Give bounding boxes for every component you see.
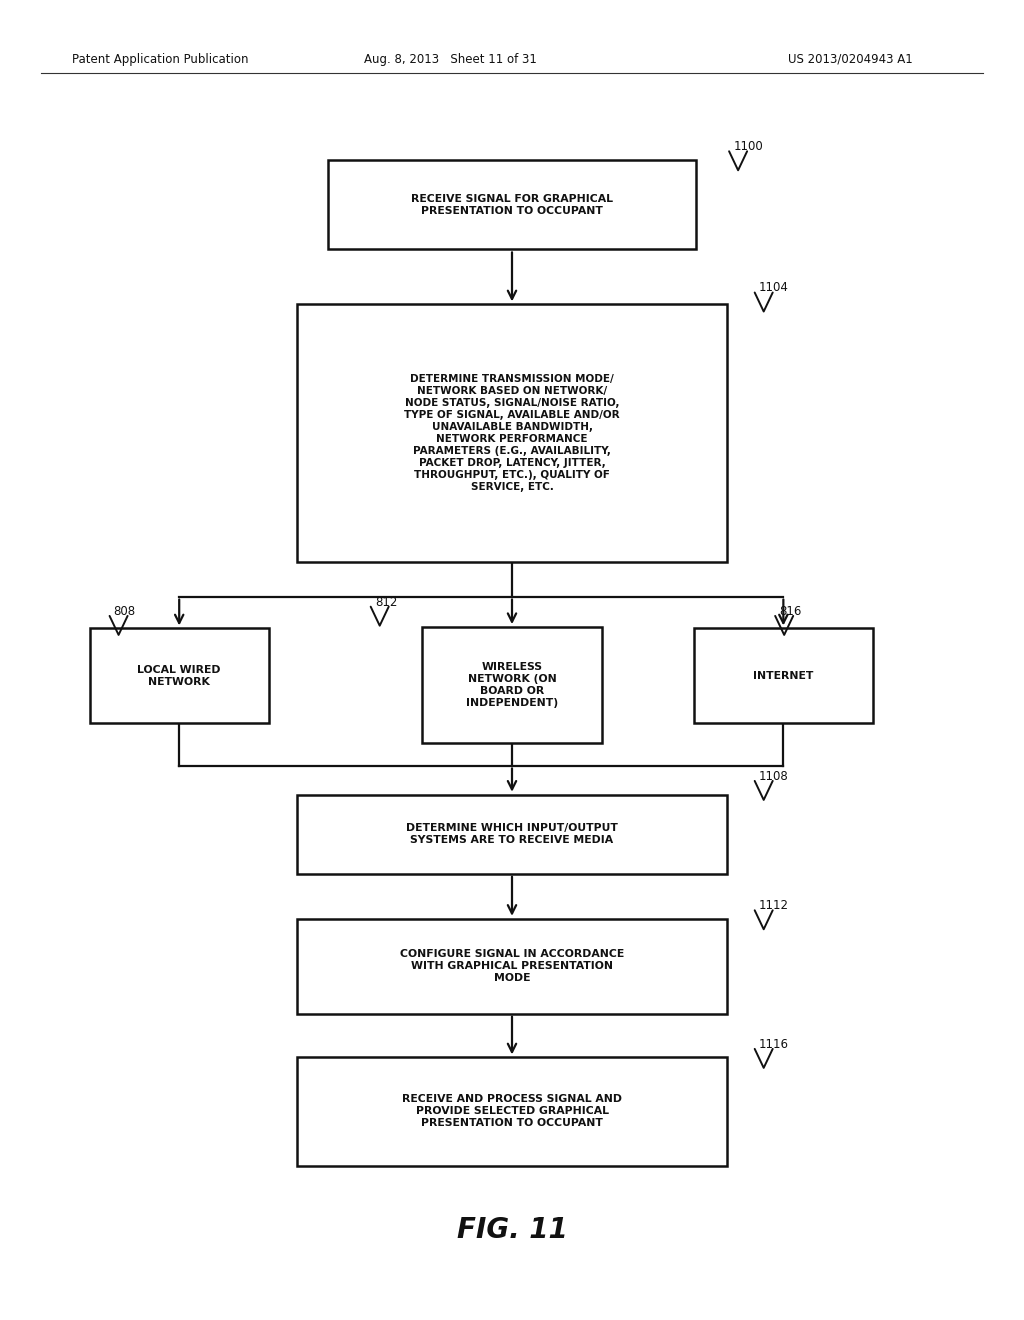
- Text: Aug. 8, 2013   Sheet 11 of 31: Aug. 8, 2013 Sheet 11 of 31: [365, 53, 537, 66]
- Text: CONFIGURE SIGNAL IN ACCORDANCE
WITH GRAPHICAL PRESENTATION
MODE: CONFIGURE SIGNAL IN ACCORDANCE WITH GRAP…: [400, 949, 624, 983]
- Text: 816: 816: [779, 605, 802, 618]
- Text: DETERMINE WHICH INPUT/OUTPUT
SYSTEMS ARE TO RECEIVE MEDIA: DETERMINE WHICH INPUT/OUTPUT SYSTEMS ARE…: [407, 824, 617, 845]
- Text: 1104: 1104: [759, 281, 788, 294]
- Bar: [694, 628, 872, 723]
- Text: DETERMINE TRANSMISSION MODE/
NETWORK BASED ON NETWORK/
NODE STATUS, SIGNAL/NOISE: DETERMINE TRANSMISSION MODE/ NETWORK BAS…: [404, 374, 620, 492]
- Text: WIRELESS
NETWORK (ON
BOARD OR
INDEPENDENT): WIRELESS NETWORK (ON BOARD OR INDEPENDEN…: [466, 663, 558, 708]
- Text: Patent Application Publication: Patent Application Publication: [72, 53, 248, 66]
- Text: 1100: 1100: [733, 140, 763, 153]
- Text: RECEIVE SIGNAL FOR GRAPHICAL
PRESENTATION TO OCCUPANT: RECEIVE SIGNAL FOR GRAPHICAL PRESENTATIO…: [411, 194, 613, 215]
- Bar: [90, 628, 268, 723]
- Bar: [297, 1057, 727, 1166]
- Text: RECEIVE AND PROCESS SIGNAL AND
PROVIDE SELECTED GRAPHICAL
PRESENTATION TO OCCUPA: RECEIVE AND PROCESS SIGNAL AND PROVIDE S…: [402, 1094, 622, 1129]
- Bar: [297, 304, 727, 562]
- Text: 1116: 1116: [759, 1038, 788, 1051]
- Text: 1112: 1112: [759, 899, 788, 912]
- Text: 808: 808: [114, 605, 136, 618]
- Bar: [422, 627, 601, 743]
- Bar: [297, 795, 727, 874]
- Text: FIG. 11: FIG. 11: [457, 1216, 567, 1245]
- Text: 1108: 1108: [759, 770, 788, 783]
- Bar: [297, 919, 727, 1014]
- Text: 812: 812: [375, 595, 397, 609]
- Text: US 2013/0204943 A1: US 2013/0204943 A1: [787, 53, 912, 66]
- Text: INTERNET: INTERNET: [754, 671, 813, 681]
- Bar: [328, 160, 696, 249]
- Text: LOCAL WIRED
NETWORK: LOCAL WIRED NETWORK: [137, 665, 221, 686]
